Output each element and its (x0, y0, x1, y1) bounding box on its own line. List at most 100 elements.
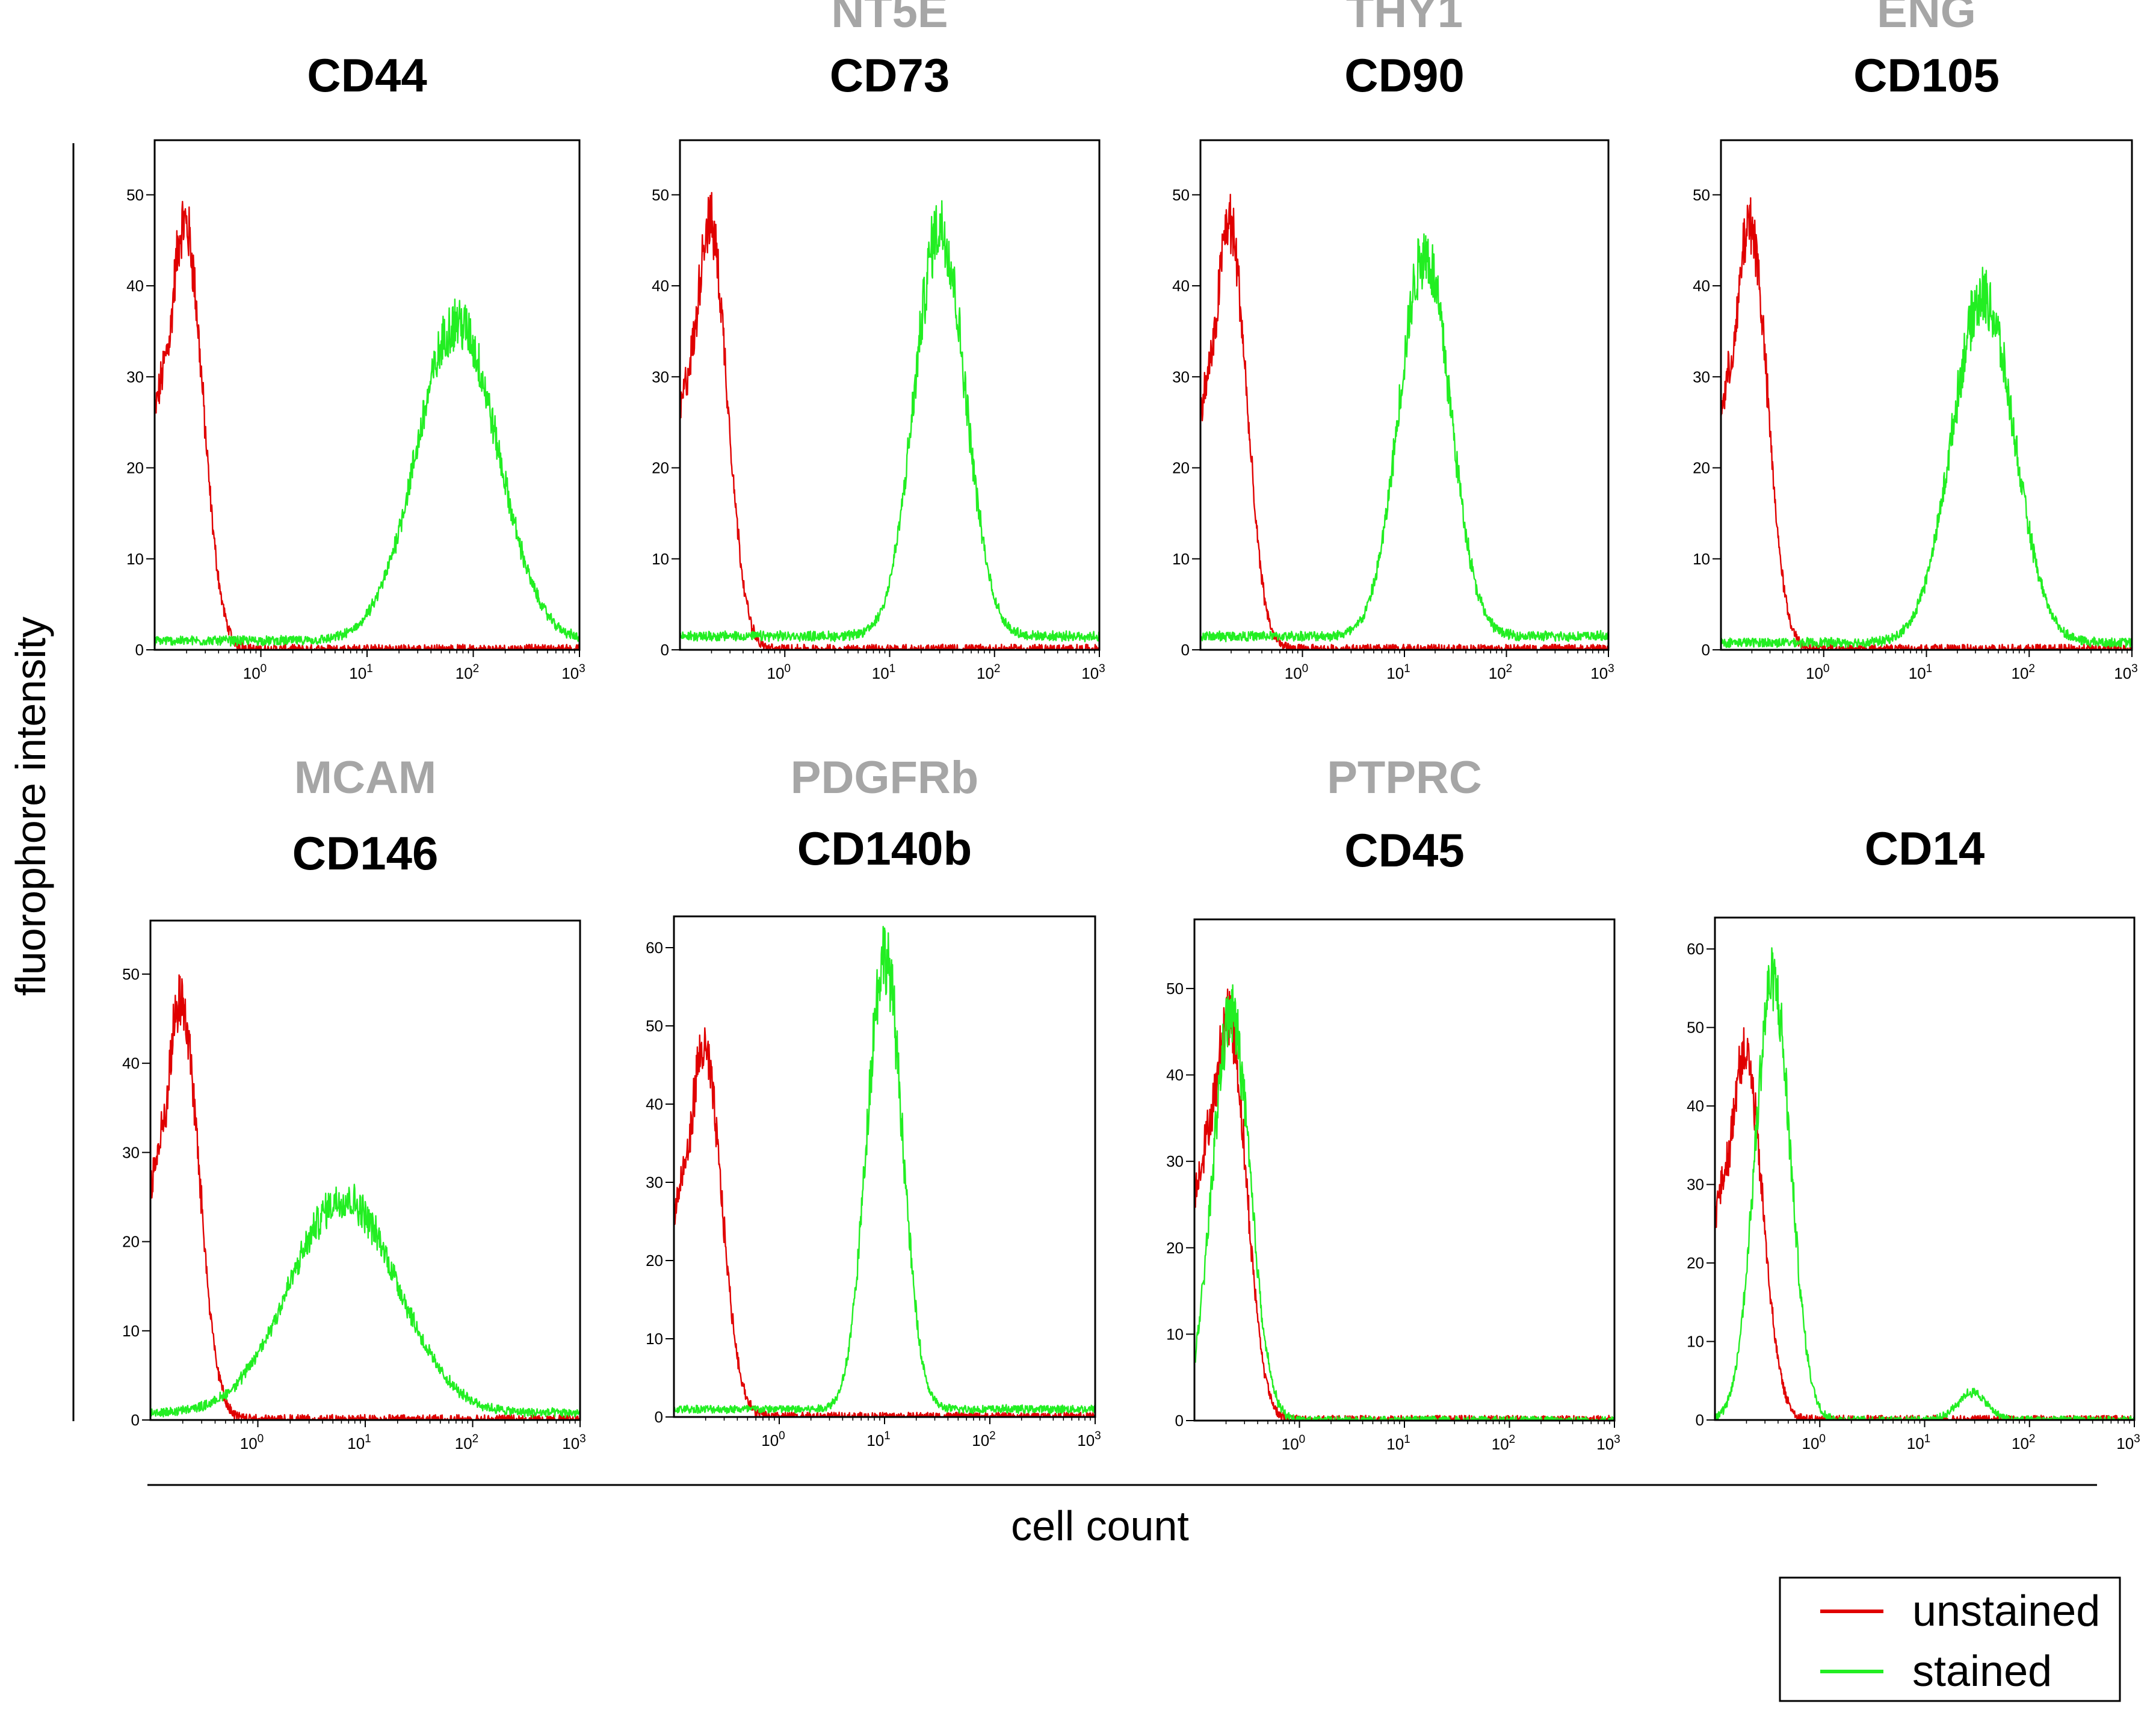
y-tick-label: 40 (646, 1095, 663, 1113)
stained-histogram (1199, 233, 1609, 643)
y-tick-label: 30 (122, 1143, 140, 1161)
x-tick-label: 103 (1081, 662, 1105, 682)
unstained-histogram (149, 974, 581, 1421)
x-tick-label: 102 (2012, 1433, 2036, 1452)
x-tick-label: 102 (977, 662, 1001, 682)
y-tick-label: 40 (126, 277, 144, 295)
x-tick-label: 103 (1596, 1433, 1620, 1453)
y-tick-label: 0 (135, 641, 144, 659)
y-tick-label: 10 (122, 1322, 140, 1340)
y-tick-label: 0 (655, 1408, 663, 1426)
y-tick-label: 0 (1702, 641, 1710, 659)
x-tick-label: 100 (1806, 662, 1830, 682)
panel-cd90: THY1 CD90 0 10 20 30 40 50 100 101 102 103 (1172, 0, 1614, 682)
y-tick-label: 40 (1166, 1066, 1184, 1084)
legend-label-stained: stained (1912, 1647, 2052, 1696)
panel-cd105: ENG CD105 0 10 20 30 40 50 100 101 102 103 (1693, 0, 2138, 682)
y-tick-label: 20 (1166, 1239, 1184, 1257)
x-tick-label: 100 (1802, 1433, 1826, 1452)
y-tick-label: 20 (122, 1233, 140, 1251)
y-tick-label: 30 (646, 1173, 663, 1191)
gene-label: PDGFRb (791, 752, 978, 803)
marker-label: CD105 (1853, 49, 2000, 102)
y-tick-label: 30 (1693, 368, 1710, 386)
y-tick-label: 30 (652, 368, 669, 386)
panel-cd14: CD14 0 10 20 30 40 50 60 100 101 102 103 (1687, 822, 2140, 1452)
y-tick-label: 60 (1687, 940, 1704, 958)
y-tick-label: 30 (1166, 1152, 1184, 1170)
x-tick-label: 102 (455, 1433, 479, 1452)
y-tick-label: 0 (1181, 641, 1190, 659)
stained-histogram (1714, 947, 2135, 1421)
stained-histogram (1720, 267, 2133, 649)
unstained-histogram (673, 1027, 1096, 1418)
y-tick-label: 40 (1172, 277, 1190, 295)
unstained-histogram (1714, 1027, 2135, 1421)
y-tick-label: 40 (1687, 1097, 1704, 1115)
y-tick-label: 20 (1172, 459, 1190, 477)
y-tick-label: 20 (1687, 1254, 1704, 1272)
x-tick-label: 101 (347, 1433, 371, 1452)
y-tick-label: 10 (126, 550, 144, 568)
x-tick-label: 101 (872, 662, 896, 682)
y-tick-label: 10 (1172, 550, 1190, 568)
y-tick-label: 60 (646, 939, 663, 957)
y-tick-label: 0 (661, 641, 669, 659)
x-axis-label: cell count (1011, 1502, 1189, 1549)
x-tick-label: 102 (2012, 662, 2036, 682)
x-tick-label: 103 (1590, 662, 1614, 682)
plot-frame (1199, 139, 1610, 651)
x-tick-label: 103 (2116, 1433, 2140, 1452)
y-tick-label: 20 (646, 1252, 663, 1270)
gene-label: ENG (1877, 0, 1976, 37)
gene-label: MCAM (294, 752, 436, 803)
unstained-histogram (1199, 194, 1610, 651)
plot-frame (1720, 139, 2133, 651)
x-tick-label: 102 (1489, 662, 1513, 682)
stained-histogram (153, 298, 581, 647)
x-tick-label: 101 (349, 662, 373, 682)
legend: unstained stained (1779, 1576, 2121, 1702)
plot-frame (1193, 918, 1616, 1422)
gene-label: THY1 (1346, 0, 1463, 37)
marker-label: CD90 (1344, 49, 1464, 102)
stained-histogram (149, 1184, 581, 1419)
y-tick-label: 10 (1687, 1333, 1704, 1351)
y-tick-label: 40 (1693, 277, 1710, 295)
y-tick-label: 50 (652, 186, 669, 204)
plot-frame (679, 139, 1101, 651)
x-tick-label: 103 (562, 1433, 586, 1452)
y-tick-label: 50 (122, 965, 140, 983)
y-tick-label: 10 (1693, 550, 1710, 568)
marker-label: CD146 (292, 827, 439, 880)
x-tick-label: 101 (1907, 1433, 1931, 1452)
y-tick-label: 0 (131, 1411, 140, 1429)
panel-cd146: MCAM CD146 0 10 20 30 40 50 100 101 102 103 (122, 752, 586, 1452)
marker-label: CD140b (797, 822, 972, 875)
x-tick-label: 103 (2114, 662, 2138, 682)
x-tick-label: 102 (1492, 1433, 1516, 1453)
x-tick-label: 103 (561, 662, 585, 682)
y-tick-label: 20 (126, 459, 144, 477)
y-tick-label: 0 (1696, 1411, 1704, 1429)
y-tick-label: 50 (1693, 186, 1710, 204)
plot-frame (149, 919, 581, 1421)
x-tick-label: 100 (761, 1430, 785, 1449)
plot-frame (1714, 916, 2136, 1421)
y-tick-label: 50 (126, 186, 144, 204)
legend-box (1779, 1576, 2121, 1702)
unstained-histogram (1193, 988, 1615, 1422)
x-tick-label: 100 (1282, 1433, 1306, 1453)
x-tick-label: 103 (1077, 1430, 1101, 1449)
y-tick-label: 40 (122, 1054, 140, 1072)
x-tick-label: 101 (1386, 1433, 1410, 1453)
y-tick-label: 10 (652, 550, 669, 568)
gene-label: PTPRC (1327, 752, 1482, 803)
stained-histogram (679, 200, 1101, 643)
plot-frame (673, 915, 1096, 1418)
legend-label-unstained: unstained (1912, 1587, 2100, 1635)
marker-label: CD44 (307, 49, 427, 102)
panel-cd45: PTPRC CD45 0 10 20 30 40 50 100 101 102 103 (1166, 752, 1620, 1453)
plot-frame (153, 139, 581, 651)
